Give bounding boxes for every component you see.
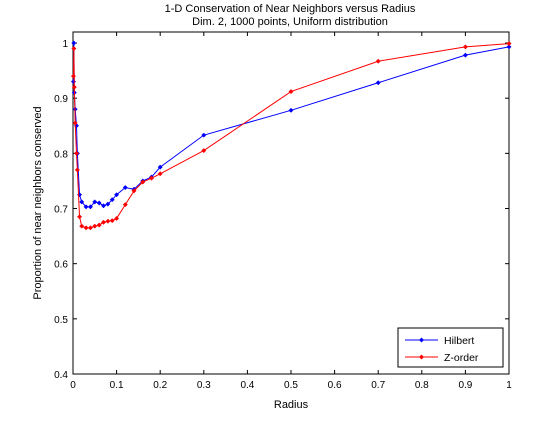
x-tick-label: 1 xyxy=(506,380,512,391)
x-tick-label: 0.8 xyxy=(415,380,429,391)
x-tick-label: 0.4 xyxy=(240,380,254,391)
x-tick-label: 0.3 xyxy=(197,380,211,391)
data-point-hilbert xyxy=(122,185,128,191)
data-point-z-order xyxy=(73,150,80,156)
data-point-hilbert xyxy=(157,164,163,170)
chart-title: 1-D Conservation of Near Neighbors versu… xyxy=(165,3,416,15)
y-tick-label: 0.9 xyxy=(54,94,68,105)
x-tick-label: 0.9 xyxy=(458,380,472,391)
data-point-z-order xyxy=(122,202,128,208)
data-point-z-order xyxy=(201,148,207,154)
data-point-z-order xyxy=(76,214,83,220)
data-point-z-order xyxy=(506,41,512,47)
legend-label: Z-order xyxy=(444,352,479,364)
data-point-hilbert xyxy=(71,40,77,46)
y-tick-label: 0.6 xyxy=(54,260,68,271)
legend-label: Hilbert xyxy=(444,335,474,347)
data-point-z-order xyxy=(72,120,78,126)
x-tick-label: 0 xyxy=(70,380,76,391)
data-point-hilbert xyxy=(375,80,381,86)
data-point-hilbert xyxy=(288,107,294,113)
data-point-z-order xyxy=(148,175,155,181)
chart-subtitle: Dim. 2, 1000 points, Uniform distributio… xyxy=(192,16,388,28)
y-tick-label: 0.8 xyxy=(54,149,68,160)
y-tick-label: 0.4 xyxy=(54,370,68,381)
data-point-z-order xyxy=(71,84,77,90)
x-axis: 0 0.1 0.2 0.3 0.4 0.5 0.6 0.7 0.8 0.9 1 xyxy=(70,32,512,391)
data-point-z-order xyxy=(109,218,115,224)
y-axis-label: Proportion of near neighbors conserved xyxy=(32,106,44,299)
data-point-z-order xyxy=(114,215,120,221)
data-point-hilbert xyxy=(96,200,102,206)
data-point-z-order xyxy=(157,171,163,177)
data-point-z-order xyxy=(87,225,93,231)
data-point-hilbert xyxy=(70,79,76,85)
data-point-z-order xyxy=(71,45,77,52)
x-tick-label: 0.2 xyxy=(153,380,167,391)
data-point-z-order xyxy=(96,222,102,228)
legend: Hilbert Z-order xyxy=(397,327,504,368)
x-tick-label: 0.5 xyxy=(284,380,298,391)
data-point-z-order xyxy=(74,167,80,173)
data-point-z-order xyxy=(92,223,98,229)
data-point-z-order xyxy=(131,188,137,194)
data-point-hilbert xyxy=(87,204,93,210)
data-point-z-order xyxy=(375,58,381,64)
x-tick-label: 0.6 xyxy=(328,380,342,391)
data-point-z-order xyxy=(83,225,89,231)
data-point-hilbert xyxy=(462,52,468,58)
x-axis-label: Radius xyxy=(274,399,309,411)
data-point-z-order xyxy=(70,73,76,79)
data-point-z-order xyxy=(79,223,85,229)
data-point-hilbert xyxy=(92,199,98,205)
legend-marker xyxy=(418,354,425,360)
plot-area xyxy=(72,31,510,375)
series-line-hilbert xyxy=(72,43,510,208)
data-point-hilbert xyxy=(83,204,89,210)
y-tick-label: 1 xyxy=(62,39,68,50)
x-tick-label: 0.1 xyxy=(110,380,124,391)
data-point-z-order xyxy=(100,219,107,225)
data-point-hilbert xyxy=(109,197,115,203)
data-point-z-order xyxy=(288,89,294,95)
data-point-z-order xyxy=(140,179,146,185)
data-point-hilbert xyxy=(114,192,120,198)
data-point-hilbert xyxy=(105,201,111,207)
series-z-order xyxy=(70,41,512,231)
legend-item-hilbert: Hilbert xyxy=(405,335,474,347)
data-point-hilbert xyxy=(506,44,512,50)
data-point-z-order xyxy=(462,44,468,50)
series-layer xyxy=(70,40,512,231)
y-tick-label: 0.5 xyxy=(54,315,68,326)
legend-item-z-order: Z-order xyxy=(405,352,479,364)
legend-marker xyxy=(418,337,425,343)
data-point-hilbert xyxy=(201,132,207,138)
y-tick-label: 0.7 xyxy=(54,205,68,216)
data-point-z-order xyxy=(105,218,111,224)
data-point-hilbert xyxy=(79,199,85,205)
data-point-hilbert xyxy=(100,203,107,209)
x-tick-label: 0.7 xyxy=(371,380,385,391)
series-line-z-order xyxy=(72,43,510,229)
legend-box xyxy=(397,327,504,368)
